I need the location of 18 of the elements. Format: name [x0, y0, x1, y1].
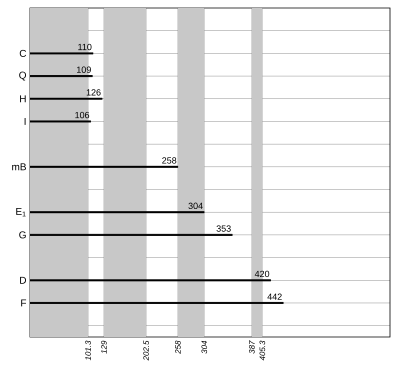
data-label: 353 — [216, 225, 231, 232]
y-tick-label: F — [21, 300, 26, 306]
data-label: 106 — [75, 112, 90, 118]
data-label: 126 — [86, 89, 101, 96]
data-label: 110 — [78, 44, 92, 50]
y-tick-label: I — [24, 118, 26, 125]
y-tick-label: G — [19, 231, 26, 238]
data-label: 442 — [267, 294, 282, 300]
data-label: 109 — [77, 66, 91, 73]
y-tick-label: mB — [12, 163, 26, 170]
y-tick-label: H — [20, 95, 26, 102]
y-tick-label: E$_{1}$ — [16, 208, 26, 216]
y-tick-label: Q — [19, 72, 26, 80]
y-tick-label: C — [20, 50, 26, 57]
data-label: 304 — [188, 202, 203, 210]
data-label: 420 — [254, 270, 270, 278]
data-label: 258 — [162, 157, 176, 164]
y-tick-label: D — [20, 276, 26, 284]
